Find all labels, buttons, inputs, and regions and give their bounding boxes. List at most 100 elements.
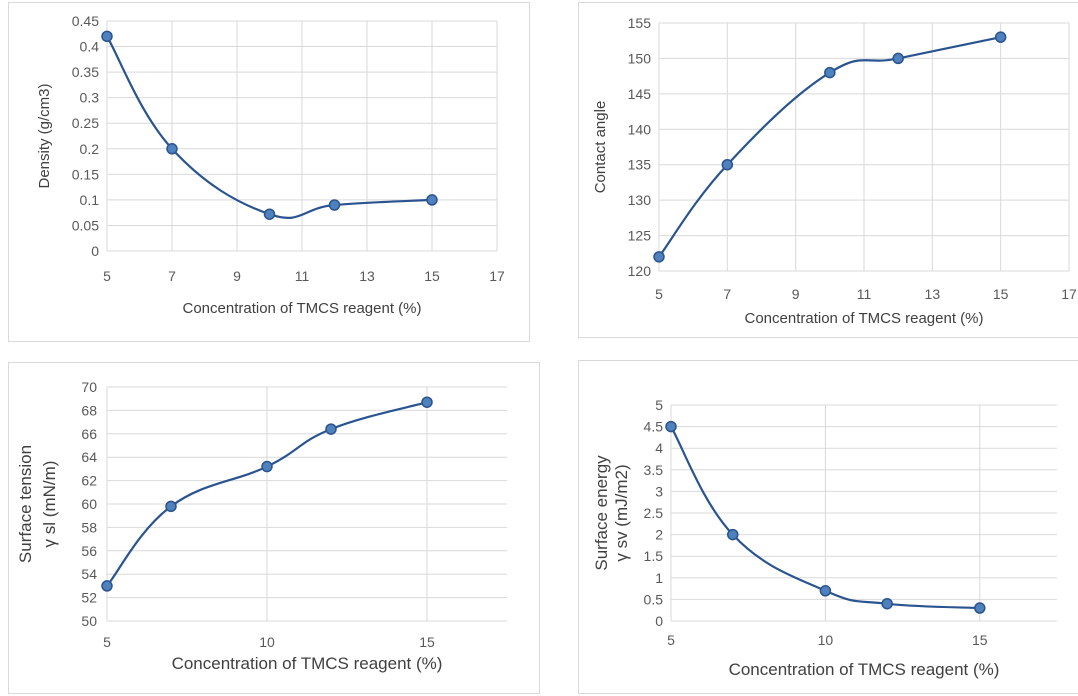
y-tick-label: 145 <box>628 86 652 102</box>
y-tick-label: 1 <box>655 570 663 586</box>
data-point <box>727 528 739 541</box>
y-tick-label: 3.5 <box>644 462 664 478</box>
x-tick-label: 13 <box>925 286 941 302</box>
x-tick-label: 15 <box>993 286 1009 302</box>
x-tick-label: 13 <box>359 268 375 284</box>
density-chart-panel: 0 0.05 0.1 0.15 0.2 0.25 0.3 0.35 0.4 0.45 5 7 9 11 13… <box>8 2 530 342</box>
x-tick-label: 11 <box>857 286 872 302</box>
data-point <box>819 585 832 597</box>
y-axis-label: Contact angle <box>592 101 609 194</box>
data-point <box>328 199 341 211</box>
data-point <box>421 396 433 408</box>
y-tick-label: 64 <box>81 449 97 465</box>
y-tick-label: 155 <box>628 15 652 31</box>
contact-angle-chart-panel: 120 125 130 135 140 145 150 155 5 7 9 11 13 15 17 Conce… <box>578 2 1078 338</box>
y-tick-label: 2 <box>655 527 663 543</box>
y-tick-label: 3 <box>655 483 663 499</box>
data-point <box>824 66 836 79</box>
x-axis-label: Concentration of TMCS reagent (%) <box>172 654 443 673</box>
y-tick-label: 50 <box>81 613 97 629</box>
y-tick-label: 60 <box>81 496 97 512</box>
y-tick-label: 0.05 <box>72 217 99 233</box>
surface-energy-chart-panel: 0 0.5 1 1.5 2 2.5 3 3.5 4 4.5 5 5 10 15 Concentration … <box>578 360 1078 694</box>
data-point <box>263 208 276 220</box>
y-tick-label: 70 <box>81 379 97 395</box>
y-tick-label: 0.5 <box>644 591 664 607</box>
x-tick-label: 15 <box>424 268 440 284</box>
x-tick-label: 17 <box>1061 286 1077 302</box>
y-tick-label: 54 <box>81 566 97 582</box>
y-tick-label: 0.4 <box>80 39 100 55</box>
y-tick-label: 56 <box>81 543 97 559</box>
y-tick-label: 58 <box>81 519 97 535</box>
y-tick-label: 1.5 <box>644 548 664 564</box>
y-tick-label: 62 <box>81 473 97 489</box>
data-point <box>881 597 893 610</box>
x-tick-label: 17 <box>489 268 505 284</box>
x-tick-label: 9 <box>233 268 241 284</box>
y-tick-label: 0.3 <box>80 90 100 106</box>
x-axis-label: Concentration of TMCS reagent (%) <box>729 660 1000 679</box>
data-point <box>892 52 904 65</box>
surface-tension-chart-panel: 50 52 54 56 58 60 62 64 66 68 70 5 10 15 Concentration… <box>8 362 540 694</box>
contact-angle-chart: 120 125 130 135 140 145 150 155 5 7 9 11 13 15 17 Conce… <box>592 15 1077 327</box>
data-point <box>426 194 438 206</box>
x-axis-label: Concentration of TMCS reagent (%) <box>183 300 422 317</box>
y-tick-label: 0 <box>91 243 99 259</box>
x-axis-label: Concentration of TMCS reagent (%) <box>745 310 984 327</box>
density-chart: 0 0.05 0.1 0.15 0.2 0.25 0.3 0.35 0.4 0.45 5 7 9 11 13… <box>36 13 505 317</box>
y-tick-label: 4 <box>655 440 663 456</box>
x-tick-label: 5 <box>103 268 111 284</box>
x-tick-label: 9 <box>792 286 800 302</box>
x-tick-label: 7 <box>723 286 731 302</box>
y-axis-label-line: Surface tension <box>16 445 35 563</box>
y-tick-label: 0.15 <box>72 166 99 182</box>
x-tick-label: 5 <box>103 634 111 650</box>
data-point <box>325 423 337 435</box>
surface-tension-chart: 50 52 54 56 58 60 62 64 66 68 70 5 10 15 Concentration… <box>16 379 507 673</box>
data-point <box>721 158 734 171</box>
data-point <box>165 500 177 513</box>
y-tick-label: 68 <box>81 402 97 418</box>
y-tick-label: 0.1 <box>80 192 100 208</box>
y-tick-label: 120 <box>628 263 652 279</box>
y-axis-label-line: γ sl (mN/m) <box>40 461 59 548</box>
x-tick-label: 11 <box>295 268 310 284</box>
y-tick-label: 66 <box>81 426 97 442</box>
y-tick-label: 52 <box>81 590 97 606</box>
data-point <box>974 602 986 614</box>
y-tick-label: 135 <box>628 157 652 173</box>
y-tick-label: 0 <box>655 613 663 629</box>
surface-energy-chart: 0 0.5 1 1.5 2 2.5 3 3.5 4 4.5 5 5 10 15 Concentration … <box>592 397 1057 679</box>
y-tick-label: 0.25 <box>72 115 99 131</box>
y-tick-label: 150 <box>628 50 652 66</box>
data-point <box>994 31 1007 43</box>
y-tick-label: 130 <box>628 192 652 208</box>
y-tick-label: 4.5 <box>644 419 664 435</box>
data-point <box>653 251 665 263</box>
y-tick-label: 0.35 <box>72 64 99 80</box>
y-tick-label: 0.45 <box>72 13 99 29</box>
y-axis-label: Density (g/cm3) <box>36 83 53 188</box>
x-tick-label: 15 <box>972 632 988 648</box>
y-axis-label-line: γ sv (mJ/m2) <box>612 464 631 561</box>
x-tick-label: 10 <box>259 634 275 650</box>
data-point <box>166 143 178 155</box>
y-tick-label: 5 <box>655 397 663 413</box>
x-tick-label: 7 <box>168 268 176 284</box>
series-line <box>670 426 980 610</box>
data-point <box>101 30 113 43</box>
x-tick-label: 15 <box>419 634 435 650</box>
x-tick-label: 5 <box>667 632 675 648</box>
x-tick-label: 10 <box>818 632 834 648</box>
y-tick-label: 0.2 <box>80 141 100 157</box>
y-axis-label-line: Surface energy <box>592 455 611 571</box>
data-point <box>261 460 273 473</box>
y-tick-label: 125 <box>628 228 652 244</box>
x-tick-label: 5 <box>655 286 663 302</box>
y-tick-label: 2.5 <box>644 505 664 521</box>
data-point <box>101 580 113 592</box>
series-line <box>106 35 433 219</box>
data-point <box>665 420 677 433</box>
y-tick-label: 140 <box>628 121 652 137</box>
